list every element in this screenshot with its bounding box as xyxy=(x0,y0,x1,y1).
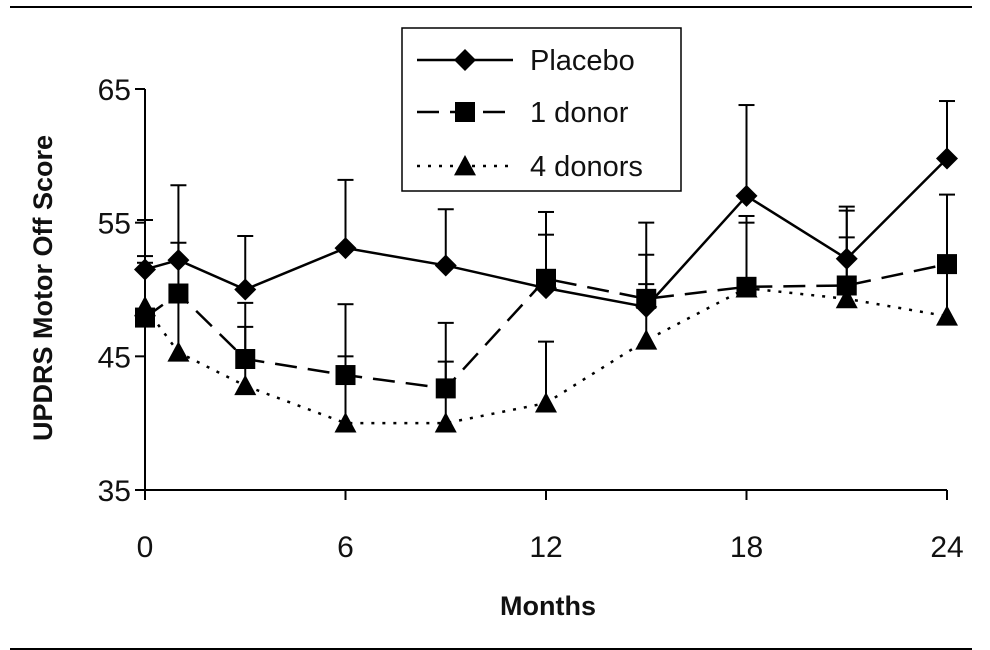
y-tick-label: 65 xyxy=(98,74,131,107)
y-tick-label: 55 xyxy=(98,208,131,241)
legend-label-placebo: Placebo xyxy=(530,45,635,77)
series-lines xyxy=(143,157,948,425)
legend-marker-placebo xyxy=(454,49,476,71)
data-point-placebo xyxy=(167,249,190,272)
data-point-4-donors xyxy=(936,305,958,326)
y-tick-label: 35 xyxy=(98,475,131,508)
data-point-placebo xyxy=(234,278,257,301)
data-point-4-donors xyxy=(334,412,357,433)
data-point-4-donors xyxy=(234,374,257,396)
x-tick-label: 0 xyxy=(137,531,154,564)
x-tick-label: 24 xyxy=(930,531,963,564)
data-point-1-donor xyxy=(636,288,657,309)
y-axis-title: UPDRS Motor Off Score xyxy=(28,135,58,441)
x-tick-label: 12 xyxy=(529,531,562,564)
legend-label-4-donors: 4 donors xyxy=(530,151,643,183)
axes: 35 45 55 65 0 6 12 18 24 xyxy=(98,74,964,564)
data-point-1-donor xyxy=(435,378,456,399)
data-point-placebo xyxy=(936,147,958,170)
data-point-1-donor xyxy=(536,268,556,289)
series-markers xyxy=(134,147,958,433)
data-point-1-donor xyxy=(168,283,189,304)
data-point-1-donor xyxy=(335,365,356,386)
legend-marker-1-donor xyxy=(455,102,475,122)
data-point-1-donor xyxy=(235,349,256,370)
data-point-4-donors xyxy=(535,392,557,413)
data-point-4-donors xyxy=(134,295,156,317)
x-axis-title: Months xyxy=(500,591,596,621)
x-tick-label: 6 xyxy=(337,531,354,564)
data-point-1-donor xyxy=(836,275,857,296)
data-point-4-donors xyxy=(735,277,758,298)
data-point-4-donors xyxy=(835,287,858,309)
legend: Placebo 1 donor 4 donors xyxy=(401,27,682,192)
legend-label-1-donor: 1 donor xyxy=(530,97,629,129)
x-tick-label: 18 xyxy=(730,531,763,564)
data-point-4-donors xyxy=(635,329,658,350)
legend-box xyxy=(401,27,682,192)
data-point-1-donor xyxy=(937,254,957,275)
data-point-placebo xyxy=(835,247,858,270)
data-point-4-donors xyxy=(167,341,190,362)
series-line-1-donor xyxy=(144,262,948,390)
data-point-placebo xyxy=(334,237,357,260)
data-point-placebo xyxy=(735,184,758,207)
legend-marker-4-donors xyxy=(454,155,476,176)
series-line-placebo xyxy=(144,157,948,309)
y-tick-label: 45 xyxy=(98,341,131,374)
data-point-placebo xyxy=(134,258,156,281)
data-point-placebo xyxy=(434,254,457,277)
data-point-4-donors xyxy=(434,412,457,433)
